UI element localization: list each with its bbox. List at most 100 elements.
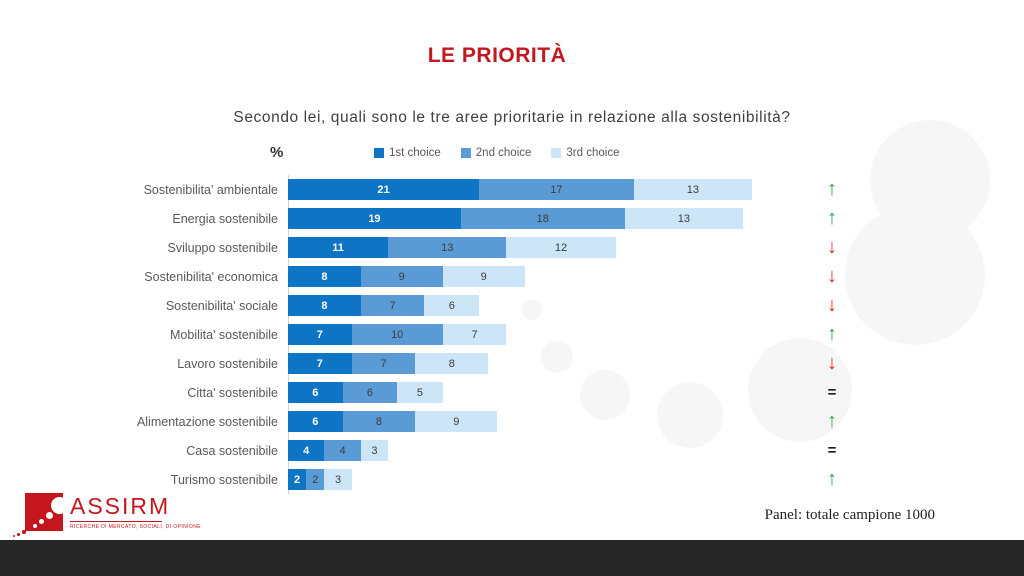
bar-segment-3: 13 xyxy=(633,179,753,200)
bar-segment-2: 4 xyxy=(324,440,361,461)
legend-swatch xyxy=(460,148,471,158)
category-label: Sostenibilita' economica xyxy=(144,269,278,284)
decorative-circle xyxy=(748,338,852,442)
logo-wordmark: ASSIRM xyxy=(70,493,171,519)
chart-row: Alimentazione sostenibile 6 8 9 ↑ xyxy=(0,407,1024,436)
category-label: Turismo sostenibile xyxy=(170,472,278,487)
trend-up-icon: ↑ xyxy=(827,178,837,200)
logo-dot-outer xyxy=(17,533,20,536)
footer-bar xyxy=(0,540,1024,576)
bar-value: 6 xyxy=(312,415,319,428)
bar-stack: 11 13 12 xyxy=(288,237,616,258)
bar-segment-2: 7 xyxy=(360,295,425,316)
bar-value: 2 xyxy=(312,473,319,486)
assirm-logo-mark xyxy=(25,493,63,531)
category-label: Sostenibilita' ambientale xyxy=(143,182,278,197)
bar-segment-1: 2 xyxy=(288,469,307,490)
bar-value: 4 xyxy=(339,444,346,457)
bar-segment-2: 10 xyxy=(351,324,443,345)
bar-segment-3: 6 xyxy=(424,295,480,316)
legend-swatch xyxy=(551,148,562,158)
legend-item: 1st choice xyxy=(374,147,441,159)
bar-segment-1: 4 xyxy=(288,440,325,461)
bar-value: 9 xyxy=(453,415,460,428)
bar-stack: 7 10 7 xyxy=(288,324,507,345)
bar-segment-1: 21 xyxy=(288,179,480,200)
bar-value: 7 xyxy=(316,357,323,370)
chart-row: Sostenibilita' ambientale 21 17 13 ↑ xyxy=(0,175,1024,204)
panel-note: Panel: totale campione 1000 xyxy=(764,507,935,523)
legend-label: 1st choice xyxy=(389,147,441,159)
category-label: Lavoro sostenibile xyxy=(177,356,278,371)
trend-up-icon: ↑ xyxy=(827,468,837,490)
bar-value: 3 xyxy=(334,473,342,486)
bar-stack: 8 9 9 xyxy=(288,266,525,287)
bar-segment-3: 9 xyxy=(415,411,498,432)
chart-row: Sviluppo sostenibile 11 13 12 ↓ xyxy=(0,233,1024,262)
bar-value: 10 xyxy=(391,328,404,341)
bar-value: 9 xyxy=(398,270,405,283)
bar-segment-2: 7 xyxy=(351,353,416,374)
bar-segment-3: 13 xyxy=(624,208,743,229)
bar-stack: 21 17 13 xyxy=(288,179,753,200)
bar-segment-3: 3 xyxy=(324,469,352,490)
category-label: Alimentazione sostenibile xyxy=(136,414,278,429)
logo-tagline: RICERCHE DI MERCATO, SOCIALI, DI OPINION… xyxy=(70,524,201,530)
bar-value: 6 xyxy=(312,386,319,399)
bar-segment-3: 5 xyxy=(397,382,443,403)
trend-down-icon: ↓ xyxy=(827,294,837,316)
trend-down-icon: ↓ xyxy=(827,352,837,374)
logo-dot xyxy=(46,512,53,519)
logo-dot xyxy=(39,519,44,524)
bar-segment-1: 8 xyxy=(288,295,361,316)
bar-value: 9 xyxy=(480,270,487,283)
chart-row: Turismo sostenibile 2 2 3 ↑ xyxy=(0,465,1024,494)
page-title: LE PRIORITÀ xyxy=(427,44,567,67)
chart-row: Mobilita' sostenibile 7 10 7 ↑ xyxy=(0,320,1024,349)
bar-value: 7 xyxy=(316,328,323,341)
chart-row: Casa sostenibile 4 4 3 = xyxy=(0,436,1024,465)
bar-value: 7 xyxy=(471,328,478,341)
bar-value: 5 xyxy=(416,386,423,399)
decorative-circle xyxy=(870,120,990,240)
logo-circle-notch xyxy=(51,497,63,514)
bar-value: 21 xyxy=(377,183,390,196)
trend-equal-icon: = xyxy=(827,442,837,459)
bar-value: 19 xyxy=(368,212,381,225)
trend-up-icon: ↑ xyxy=(827,410,837,432)
category-label: Sostenibilita' sociale xyxy=(165,298,278,313)
assirm-logo: ASSIRM RICERCHE DI MERCATO, SOCIALI, DI … xyxy=(13,493,201,538)
logo-text: ASSIRM RICERCHE DI MERCATO, SOCIALI, DI … xyxy=(70,493,201,531)
legend-item: 2nd choice xyxy=(460,147,531,159)
bar-value: 18 xyxy=(536,212,549,225)
chart-rows: Sostenibilita' ambientale 21 17 13 ↑ Energia … xyxy=(0,175,1024,494)
bar-value: 13 xyxy=(441,241,454,254)
bar-stack: 4 4 3 xyxy=(288,440,389,461)
category-label: Mobilita' sostenibile xyxy=(170,327,278,342)
bar-segment-1: 7 xyxy=(288,324,352,345)
bar-segment-3: 8 xyxy=(415,353,489,374)
decorative-circle xyxy=(657,382,723,448)
trend-up-icon: ↑ xyxy=(827,207,837,229)
legend-label: 3rd choice xyxy=(566,147,620,159)
trend-down-icon: ↓ xyxy=(827,236,837,258)
bar-value: 8 xyxy=(375,415,383,428)
bar-value: 4 xyxy=(303,444,310,457)
bar-stack: 19 18 13 xyxy=(288,208,743,229)
bar-segment-2: 17 xyxy=(479,179,634,200)
decorative-circle xyxy=(580,370,630,420)
category-label: Citta' sostenibile xyxy=(187,385,278,400)
bar-value: 8 xyxy=(321,270,328,283)
chart-row: Sostenibilita' economica 8 9 9 ↓ xyxy=(0,262,1024,291)
logo-dot-outer xyxy=(22,530,26,534)
bar-value: 17 xyxy=(550,183,563,196)
category-label: Sviluppo sostenibile xyxy=(167,240,279,255)
bar-segment-1: 6 xyxy=(288,411,343,432)
trend-down-icon: ↓ xyxy=(827,265,837,287)
logo-dot-outer xyxy=(13,535,16,538)
bar-segment-2: 13 xyxy=(388,237,507,258)
bar-value: 3 xyxy=(371,444,378,457)
bar-value: 6 xyxy=(448,299,455,312)
